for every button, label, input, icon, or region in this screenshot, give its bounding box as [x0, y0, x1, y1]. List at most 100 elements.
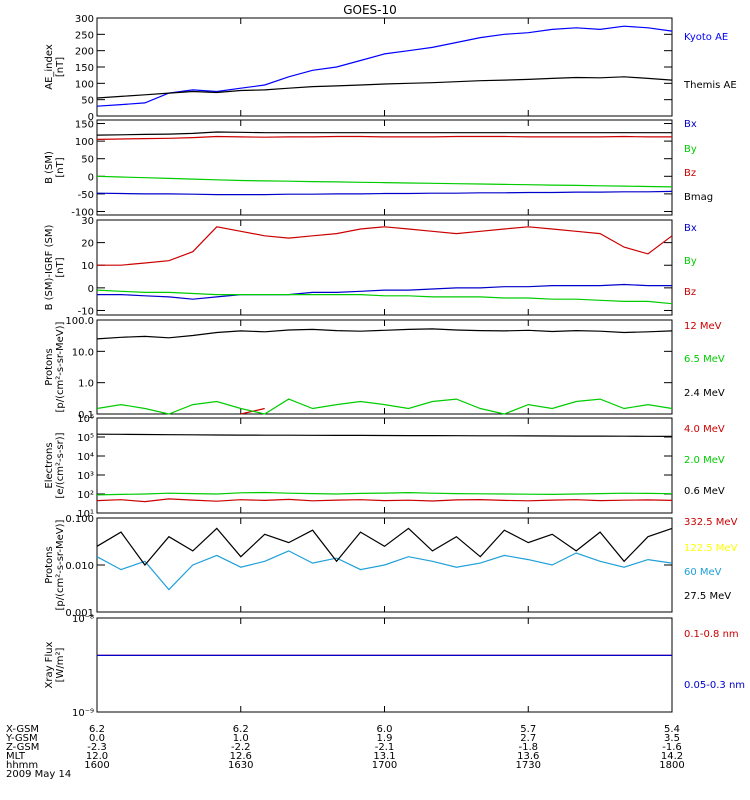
y-tick-label: 250: [75, 30, 94, 41]
panel-frame: [96, 17, 673, 117]
y-tick-label: 0.010: [65, 561, 94, 572]
legend-label: 60 MeV: [684, 567, 722, 578]
legend-label: 332.5 MeV: [684, 517, 738, 528]
legend-label: By: [684, 144, 697, 155]
y-tick-label: -50: [78, 190, 94, 201]
series-line: [96, 131, 672, 136]
y-tick-label: 0.1: [78, 410, 94, 421]
ephem-value: 13.1: [373, 751, 395, 762]
legend-label: 6.5 MeV: [684, 354, 725, 365]
y-tick-label: 0: [88, 284, 94, 295]
ephem-value: 12.6: [230, 751, 252, 762]
series-line: [96, 190, 673, 196]
y-tick-label: 100.0: [65, 316, 94, 327]
ephem-row-label: X-GSM: [6, 724, 39, 735]
series-line: [97, 226, 673, 266]
y-axis-label: Protons: [44, 546, 55, 583]
y-tick-label: 10⁴: [77, 452, 94, 463]
y-tick-label: 0.001: [65, 608, 94, 619]
legend-label: 0.1-0.8 nm: [684, 629, 739, 640]
ephem-value: 14.2: [661, 751, 683, 762]
y-tick-label: 30: [81, 216, 94, 227]
y-tick-label: 0.100: [65, 514, 94, 525]
ephem-value: 5.7: [520, 724, 536, 735]
ephem-row-label: hhmm: [6, 760, 38, 771]
ephem-value: -2.3: [87, 742, 107, 753]
panel-frame: [96, 617, 673, 713]
series-line: [96, 328, 673, 340]
legend-label: 12 MeV: [684, 321, 722, 332]
y-tick-label: 0: [88, 112, 94, 123]
legend-label: Bmag: [684, 192, 713, 203]
series-line: [96, 433, 673, 437]
ephem-value: 5.4: [664, 724, 680, 735]
y-axis-label: [nT]: [55, 57, 66, 77]
ephem-value: 1800: [659, 760, 684, 771]
legend-label: 4.0 MeV: [684, 424, 725, 435]
y-tick-label: 200: [75, 47, 94, 58]
panel-frame: [96, 219, 673, 316]
series-line: [96, 491, 673, 496]
ephem-value: 6.2: [233, 724, 249, 735]
y-tick-label: 100: [75, 79, 94, 90]
panel-frame: [96, 417, 673, 514]
panel-7: 10⁻⁹ 10⁻⁸ Xray Flux [W/m²] 0.1-0.8 nm 0.05-0.…: [44, 614, 745, 719]
series-line: [96, 527, 673, 566]
panel-6: 0.001 0.010 0.100 Protons [p/(cm²-s-sr-MeV)]…: [44, 514, 738, 619]
y-axis-label: [p/(cm²-s-sr-MeV)]: [55, 519, 66, 610]
series-line: [97, 283, 672, 300]
ephem-value: 13.6: [517, 751, 539, 762]
y-axis-label: [p/(cm²-s-sr-MeV)]: [55, 321, 66, 412]
legend-label: 2.4 MeV: [684, 388, 725, 399]
y-tick-label: 10¹: [77, 509, 94, 520]
legend-label: 0.05-0.3 nm: [684, 680, 745, 691]
series-line: [96, 135, 672, 140]
ephem-value: -1.8: [518, 742, 538, 753]
ephem-value: 6.0: [377, 724, 393, 735]
y-tick-label: 10⁻⁸: [72, 614, 94, 625]
panel-5: 10¹ 10² 10³ 10⁴ 10⁵ 10⁶ Electrons [e/(cm²-s-sr)…: [44, 414, 725, 520]
ephem-value: 2.7: [520, 733, 536, 744]
legend-label: 0.6 MeV: [684, 486, 725, 497]
legend-label: Bx: [684, 223, 697, 234]
legend-label: Bz: [684, 287, 696, 298]
figure-title: GOES-10: [343, 3, 397, 17]
y-tick-label: 150: [75, 120, 94, 131]
legend-label: 27.5 MeV: [684, 591, 731, 602]
ephem-row-label: MLT: [6, 751, 26, 762]
panel-frame: [96, 319, 673, 415]
legend-label: Bx: [684, 119, 697, 130]
panel-4: 0.1 1.0 10.0 100.0 Protons [p/(cm²-s-sr-MeV)]…: [44, 316, 725, 421]
y-tick-label: 20: [81, 239, 94, 250]
y-tick-label: -100: [71, 207, 94, 218]
y-tick-label: 150: [75, 63, 94, 74]
series-line: [96, 550, 673, 591]
ephem-value: 1630: [228, 760, 253, 771]
ephem-value: -2.1: [375, 742, 395, 753]
series-line: [96, 398, 673, 415]
ephem-value: -1.6: [662, 742, 682, 753]
y-axis-label: Xray Flux: [44, 641, 55, 688]
y-tick-label: 10: [81, 261, 94, 272]
legend-label: 2.0 MeV: [684, 455, 725, 466]
y-tick-label: 10⁻⁹: [72, 708, 94, 719]
ephem-value: 1.0: [233, 733, 249, 744]
ephem-value: 12.0: [86, 751, 108, 762]
ephem-value: 1730: [516, 760, 541, 771]
y-tick-label: -10: [78, 306, 94, 317]
series-line: [96, 498, 673, 503]
y-axis-label: B (SM)-IGRF (SM): [44, 225, 55, 311]
ephem-row-label: Y-GSM: [5, 733, 38, 744]
panel-3: -10 0 10 20 30 B (SM)-IGRF (SM) [nT] Bx By Bz: [44, 216, 697, 317]
y-tick-label: 10³: [77, 471, 94, 482]
y-axis-label: B (SM): [44, 151, 55, 184]
panel-1: 0 50 100 150 200 250 300 AE_index [nT] Kyoto AE Th…: [44, 14, 737, 123]
series-line: [96, 25, 673, 107]
y-axis-label: [W/m²]: [55, 647, 66, 682]
y-tick-label: 10⁵: [77, 433, 94, 444]
y-tick-label: 50: [81, 155, 94, 166]
series-line: [96, 76, 673, 99]
legend-label: 122.5 MeV: [684, 543, 738, 554]
